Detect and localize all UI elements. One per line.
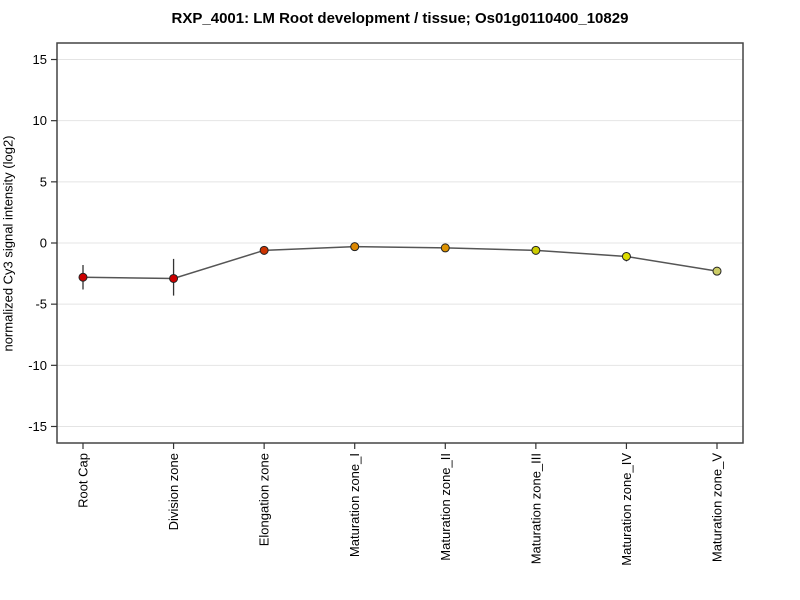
y-tick-label: 15: [33, 52, 47, 67]
x-tick-label: Maturation zone_IV: [619, 453, 634, 566]
data-point-marker: [78, 272, 88, 282]
x-tick-label: Maturation zone_V: [710, 453, 725, 562]
data-point-marker: [531, 245, 541, 255]
x-tick-label: Maturation zone_I: [347, 453, 362, 557]
data-point-marker: [169, 273, 179, 283]
y-tick-label: -10: [28, 358, 47, 373]
data-point-marker: [350, 242, 360, 252]
y-tick-label: 10: [33, 113, 47, 128]
y-tick-label: 5: [40, 174, 47, 189]
x-tick-label: Root Cap: [76, 453, 91, 508]
data-point-marker: [621, 251, 631, 261]
data-point-marker: [712, 266, 722, 276]
y-tick-label: 0: [40, 236, 47, 251]
chart-title: RXP_4001: LM Root development / tissue; …: [171, 10, 629, 27]
x-tick-label: Maturation zone_III: [528, 453, 543, 564]
y-tick-label: -5: [35, 297, 47, 312]
data-point-marker: [259, 245, 269, 255]
series-line: [82, 245, 718, 280]
x-tick-label: Elongation zone: [257, 453, 272, 546]
y-tick-label: -15: [28, 419, 47, 434]
x-tick-label: Division zone: [166, 453, 181, 530]
x-tick-label: Maturation zone_II: [438, 453, 453, 561]
data-point-marker: [440, 243, 450, 253]
